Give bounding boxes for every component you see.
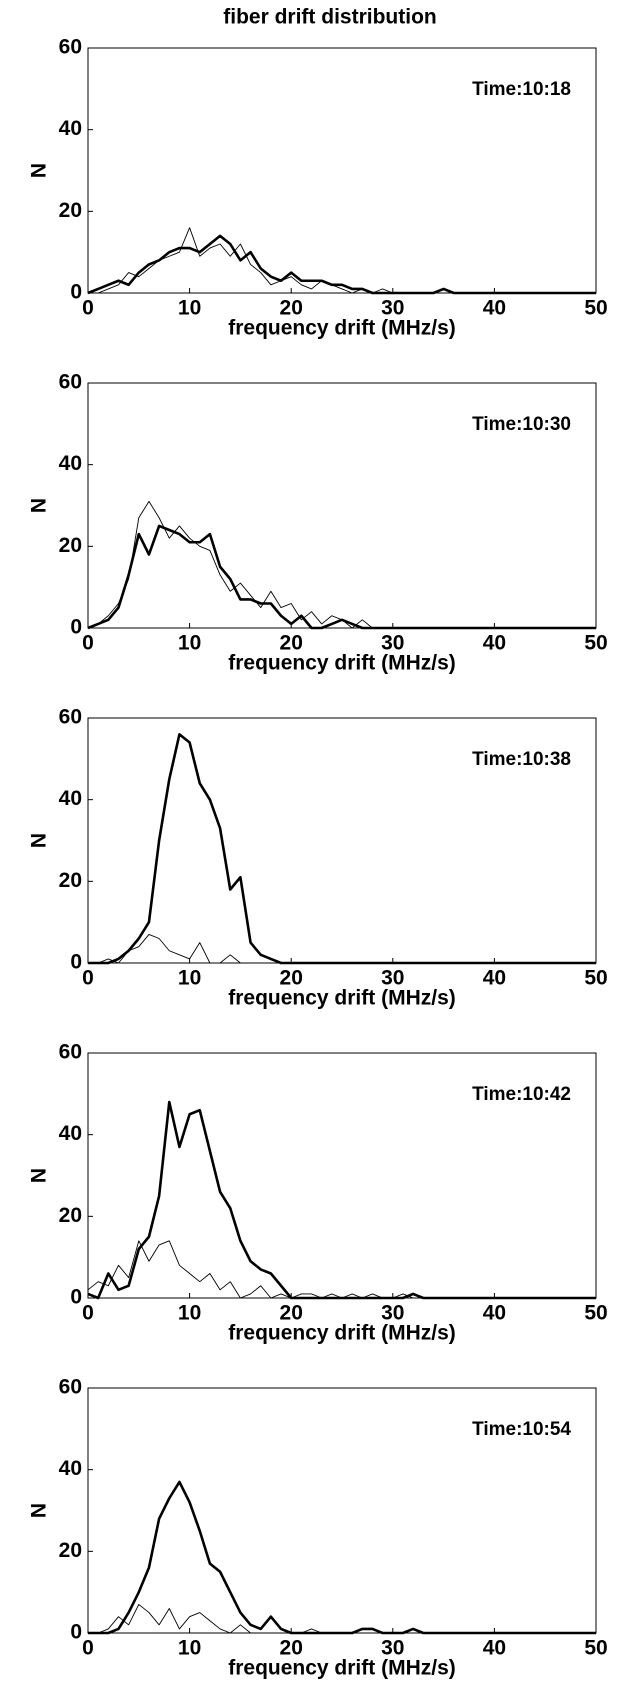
x-tick-label: 0 [82,1302,94,1325]
data-line [88,227,596,294]
x-tick-label: 30 [381,1637,404,1660]
x-tick-label: 40 [483,1637,506,1660]
x-tick-label: 40 [483,967,506,990]
x-tick-label: 20 [280,967,303,990]
y-tick-label: 0 [70,951,82,974]
data-line [87,1100,596,1300]
x-axis-label: frequency drift (MHz/s) [228,1657,456,1680]
x-tick-label: 10 [178,1302,201,1325]
x-tick-label: 50 [584,1637,607,1660]
y-axis-label: N [28,833,51,848]
x-tick-label: 40 [483,1302,506,1325]
data-line [88,933,596,964]
plot-frame [87,382,597,629]
x-tick-label: 10 [178,297,201,320]
x-tick-label: 10 [178,632,201,655]
y-tick-label: 60 [59,371,82,394]
y-axis-label: N [28,498,51,513]
chart-title: fiber drift distribution [223,6,436,29]
y-tick-label: 0 [70,1286,82,1309]
y-tick-label: 60 [59,1376,82,1399]
data-line [87,234,596,295]
y-tick-label: 60 [59,1041,82,1064]
x-tick-label: 50 [584,297,607,320]
y-tick-label: 0 [70,281,82,304]
annotation: Time:10:18 [472,79,571,100]
y-axis-label: N [28,1168,51,1183]
y-tick-label: 20 [59,534,82,557]
x-tick-label: 50 [584,967,607,990]
data-line [88,1603,596,1634]
x-tick-label: 10 [178,1637,201,1660]
x-tick-label: 20 [280,1637,303,1660]
x-axis-label: frequency drift (MHz/s) [228,987,456,1010]
y-axis-label: N [28,163,51,178]
x-axis-label: frequency drift (MHz/s) [228,1322,456,1345]
x-tick-label: 50 [584,1302,607,1325]
annotation: Time:10:54 [472,1419,571,1440]
x-tick-label: 50 [584,632,607,655]
y-tick-label: 40 [59,117,82,140]
y-tick-label: 40 [59,1457,82,1480]
x-tick-label: 30 [381,967,404,990]
x-tick-label: 20 [280,632,303,655]
annotation: Time:10:30 [472,414,571,435]
y-tick-label: 60 [59,706,82,729]
data-line [87,524,596,630]
data-line [87,1240,596,1299]
x-tick-label: 40 [483,632,506,655]
y-tick-label: 0 [70,616,82,639]
x-tick-label: 0 [82,1637,94,1660]
y-tick-label: 20 [59,1204,82,1227]
x-axis-label: frequency drift (MHz/s) [228,652,456,675]
y-tick-label: 20 [59,1539,82,1562]
x-tick-label: 20 [280,297,303,320]
x-tick-label: 0 [82,297,94,320]
x-axis-label: frequency drift (MHz/s) [228,317,456,340]
x-tick-label: 0 [82,967,94,990]
data-line [87,500,596,629]
plot-frame [87,47,597,294]
x-tick-label: 30 [381,632,404,655]
y-tick-label: 40 [59,452,82,475]
y-tick-label: 0 [70,1621,82,1644]
x-tick-label: 10 [178,967,201,990]
y-axis-label: N [28,1503,51,1518]
y-tick-label: 60 [59,36,82,59]
y-tick-label: 40 [59,787,82,810]
x-tick-label: 20 [280,1302,303,1325]
x-tick-label: 30 [381,297,404,320]
data-line [88,1480,596,1635]
y-tick-label: 40 [59,1122,82,1145]
annotation: Time:10:42 [472,1084,571,1105]
y-tick-label: 20 [59,199,82,222]
y-tick-label: 20 [59,869,82,892]
x-tick-label: 40 [483,297,506,320]
x-tick-label: 30 [381,1302,404,1325]
x-tick-label: 0 [82,632,94,655]
annotation: Time:10:38 [472,749,571,770]
